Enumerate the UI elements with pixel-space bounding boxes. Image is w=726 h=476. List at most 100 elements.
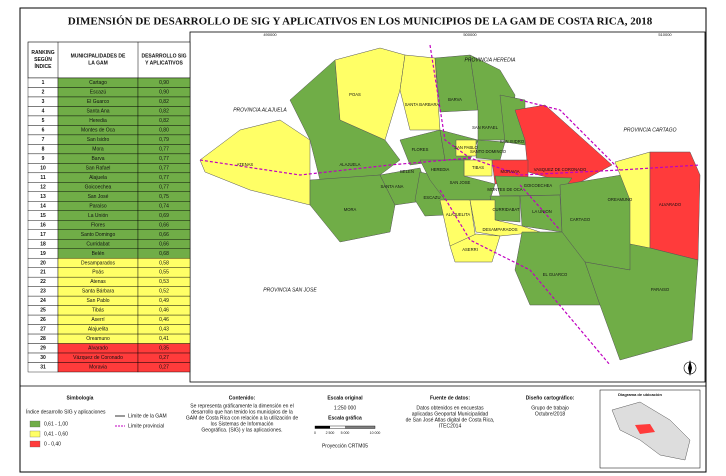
legend-label: 0,61 - 1,00 [44, 421, 68, 427]
municipality: Tibás [92, 308, 105, 314]
table-header: RANKING SEGÚN ÍNDICE [31, 50, 54, 70]
map-label: HEREDIA [431, 167, 450, 172]
municipality: Desamparados [81, 260, 115, 266]
rank: 19 [40, 251, 46, 257]
municipality: Cartago [89, 80, 107, 86]
aserri [449, 233, 501, 263]
rank: 17 [40, 232, 46, 238]
index-value: 0,35 [159, 346, 169, 352]
index-value: 0,49 [159, 298, 169, 304]
ranking-table: RANKING SEGÚN ÍNDICE MUNICIPALIDADES DE LA G… [27, 41, 191, 373]
atenas [199, 119, 311, 206]
map-label: LA UNION [532, 209, 552, 214]
municipality: Barva [91, 156, 104, 162]
legend-label: 0 - 0,40 [44, 441, 61, 447]
map-label: CARTAGO [570, 217, 591, 222]
municipality: Santa Ana [86, 109, 109, 115]
rank: 11 [40, 175, 46, 181]
legend-label: 0,41 - 0,60 [44, 431, 68, 437]
text-line: GAM de Costa Rica con relación a la util… [186, 415, 298, 421]
municipality: Vázquez de Coronado [73, 355, 123, 361]
rank: 25 [40, 308, 46, 314]
index-value: 0,41 [159, 336, 169, 342]
map-label: BARVA [448, 97, 462, 102]
rank: 1 [42, 80, 45, 86]
legend-line: Límite provincial [128, 423, 164, 429]
map-label: POAS [349, 92, 361, 97]
municipality: Oreamuno [86, 336, 110, 342]
province-label: PROVINCIA HEREDIA [465, 57, 517, 63]
rank: 8 [42, 146, 45, 152]
legend-subtitle: Índice desarrollo SIG y aplicaciones [26, 408, 106, 415]
rank: 26 [40, 317, 46, 323]
municipalities [199, 47, 701, 361]
rank: 28 [40, 336, 46, 342]
rank: 31 [40, 365, 46, 371]
municipality: La Unión [88, 213, 108, 219]
map-label: SANTO DOMINGO [470, 149, 507, 154]
content-title: Contenido: [229, 395, 256, 401]
municipality: Alajuelita [88, 327, 109, 333]
index-value: 0,77 [159, 156, 169, 162]
province-boundary [199, 44, 701, 366]
index-value: 0,82 [159, 118, 169, 124]
map-label: TIBAS [472, 165, 484, 170]
index-value: 0,68 [159, 251, 169, 257]
map-label: ALAJUELA [340, 162, 361, 167]
index-value: 0,80 [159, 127, 169, 133]
scale-ticks: 0 2 500 5 000 10 000 [314, 431, 380, 435]
rank: 27 [40, 327, 46, 333]
map-label: CURRIDABAT [493, 207, 520, 212]
map-label: SANTA BARBARA [405, 102, 440, 107]
index-value: 0,75 [159, 194, 169, 200]
rank: 3 [42, 99, 45, 105]
index-value: 0,27 [159, 355, 169, 361]
scale-tick: 5 000 [341, 431, 350, 435]
index-value: 0,27 [159, 365, 169, 371]
text-line: desarrollo que han tenido los municipios… [191, 409, 293, 415]
rank: 16 [40, 222, 46, 228]
index-value: 0,66 [159, 222, 169, 228]
province-labels: PROVINCIA HEREDIA PROVINCIA ALAJUELA PRO… [233, 57, 676, 293]
legend-swatch [29, 430, 41, 438]
index-value: 0,90 [159, 90, 169, 96]
index-value: 0,46 [159, 308, 169, 314]
municipality: Escazú [90, 90, 107, 96]
value-cell [137, 362, 191, 373]
map-label: ASERRI [462, 247, 478, 252]
index-value: 0,77 [159, 165, 169, 171]
san-jose [419, 159, 496, 201]
index-value: 0,82 [159, 109, 169, 115]
map-label: MORA [344, 207, 357, 212]
municipality: Montes de Oca [81, 127, 115, 133]
municipality: San Rafael [86, 165, 111, 171]
text-line: ITEC2014 [439, 423, 462, 429]
title: DIMENSIÓN DE DESARROLLO DE SIG Y APLICAT… [68, 16, 653, 28]
text-line: Grupo de trabajo [531, 405, 569, 411]
municipality: Santa Bárbara [82, 289, 114, 295]
municipality: El Guarco [87, 99, 109, 105]
municipality: Santo Domingo [81, 232, 116, 238]
text-line: Datos obtenidos en encuestas [416, 405, 484, 411]
legend-swatch [29, 420, 41, 428]
legend-swatch [29, 440, 41, 448]
paraiso [584, 243, 699, 361]
bottom-panel: Simbología Índice desarrollo SIG y aplic… [20, 385, 706, 469]
map-label: SAN PABLO [454, 145, 478, 150]
san-isidro [499, 94, 526, 146]
map-label: ALVARADO [659, 202, 682, 207]
rank: 30 [40, 355, 46, 361]
index-value: 0,90 [159, 80, 169, 86]
source-title: Fuente de datos: [430, 395, 470, 401]
desamparados [469, 199, 541, 237]
rank: 4 [42, 109, 45, 115]
municipality: Poás [92, 270, 104, 276]
text-line: aplicadas Geoportal Municipalidad [412, 411, 489, 417]
coordinate: 500000 [463, 32, 477, 37]
text-line: los Sistemas de Información [211, 421, 274, 427]
map-label: SAN RAFAEL [472, 125, 499, 130]
table-header: MUNICIPALIDADES DE LA GAM [71, 54, 126, 67]
rank: 22 [40, 279, 46, 285]
